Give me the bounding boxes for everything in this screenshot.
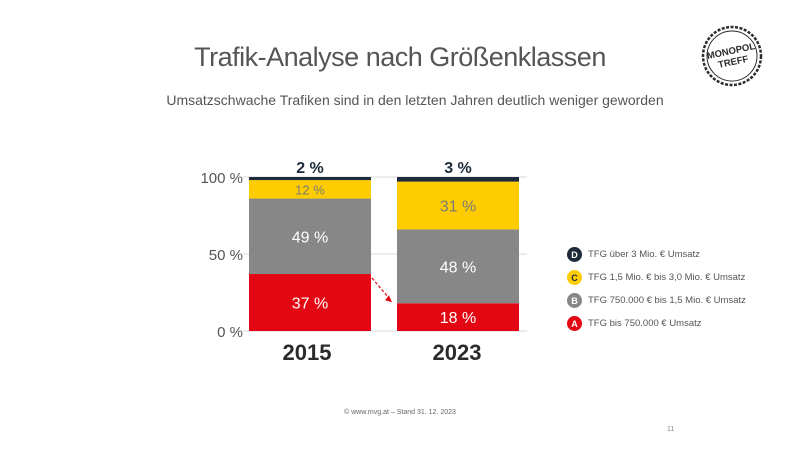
legend-badge-c: C [567, 270, 582, 285]
legend-label: TFG über 3 Mio. € Umsatz [588, 249, 700, 260]
legend-item-a: A TFG bis 750.000 € Umsatz [567, 312, 746, 335]
data-label: 49 % [292, 229, 328, 246]
legend-badge-d: D [567, 247, 582, 262]
data-label: 48 % [440, 259, 476, 276]
legend-label: TFG bis 750.000 € Umsatz [588, 318, 702, 329]
trend-arrow-head [385, 295, 392, 303]
category-label: 2015 [283, 340, 332, 365]
data-label: 18 % [440, 310, 476, 327]
trend-arrow-line [371, 277, 391, 300]
page-title: Trafik-Analyse nach Größenklassen [194, 42, 606, 72]
legend-item-c: C TFG 1,5 Mio. € bis 3,0 Mio. € Umsatz [567, 266, 746, 289]
bar-segment-c-2015 [249, 180, 371, 199]
monopol-treff-logo: MONOPOL TREFF [701, 25, 763, 87]
category-label: 2023 [433, 340, 482, 365]
footer-credit: © www.mvg.at – Stand 31. 12. 2023 [344, 409, 456, 416]
y-tick-label: 50 % [209, 247, 243, 264]
data-label: 37 % [292, 296, 328, 313]
page-number: 11 [667, 426, 675, 433]
bar-segment-a-2015 [249, 274, 371, 331]
page-subtitle: Umsatzschwache Trafiken sind in den letz… [166, 92, 664, 108]
data-label: 2 % [296, 160, 324, 177]
bar-segment-a-2023 [397, 303, 519, 331]
bar-segment-c-2023 [397, 181, 519, 230]
bar-segment-d-2023 [397, 177, 519, 182]
bar-segment-b-2023 [397, 229, 519, 304]
legend-label: TFG 1,5 Mio. € bis 3,0 Mio. € Umsatz [588, 272, 746, 283]
data-label: 12 % [295, 182, 325, 197]
legend-badge-b: B [567, 293, 582, 308]
legend-badge-a: A [567, 316, 582, 331]
bar-segment-b-2015 [249, 198, 371, 275]
legend-item-d: D TFG über 3 Mio. € Umsatz [567, 243, 746, 266]
y-tick-label: 0 % [217, 324, 243, 341]
data-label: 31 % [440, 198, 476, 215]
bar-segment-d-2015 [249, 177, 371, 181]
chart-legend: D TFG über 3 Mio. € Umsatz C TFG 1,5 Mio. €… [567, 243, 746, 335]
legend-label: TFG 750.000 € bis 1,5 Mio. € Umsatz [588, 295, 746, 306]
data-label: 3 % [444, 160, 472, 177]
y-tick-label: 100 % [200, 170, 243, 187]
legend-item-b: B TFG 750.000 € bis 1,5 Mio. € Umsatz [567, 289, 746, 312]
